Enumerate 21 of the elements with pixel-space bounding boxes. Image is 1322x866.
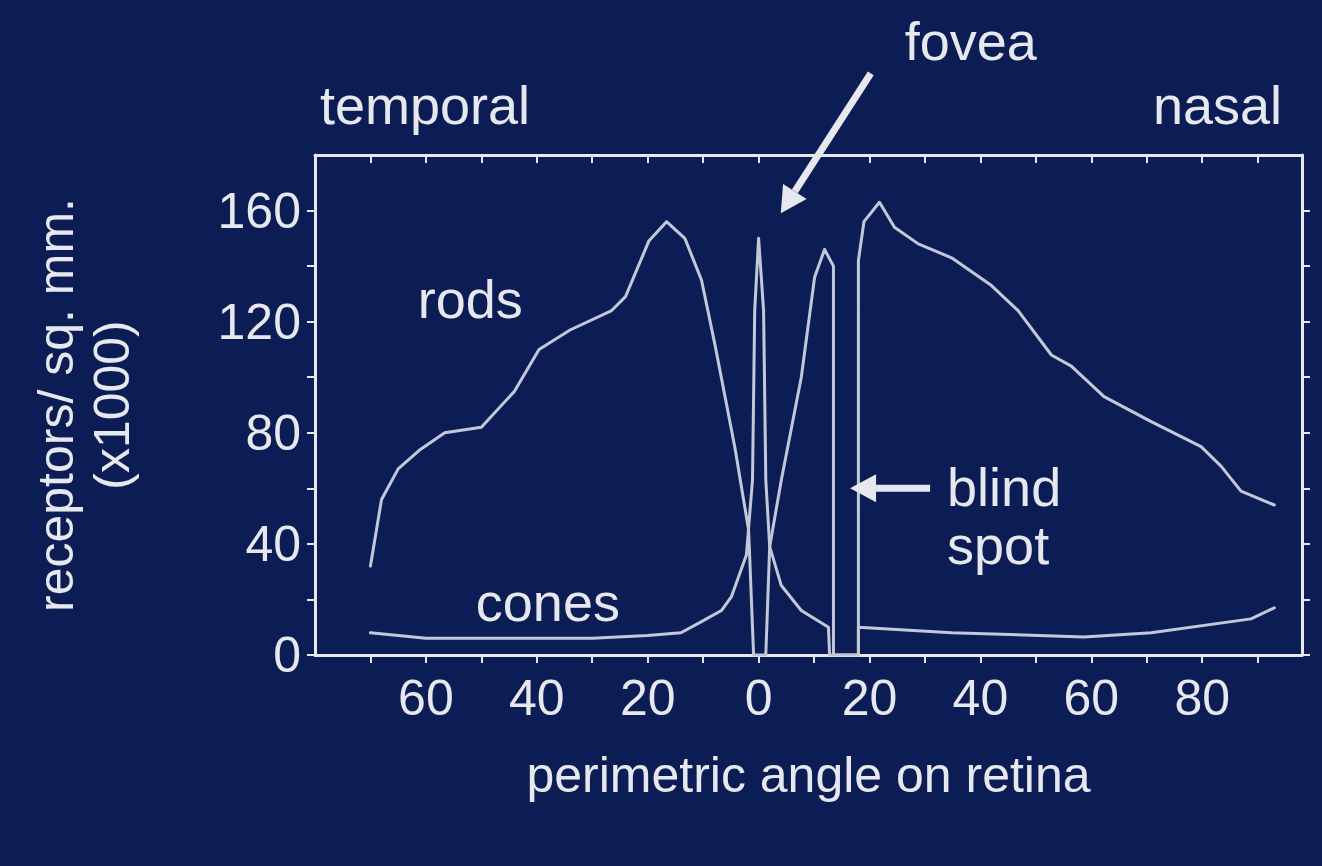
y-tick-label: 160 [217, 182, 301, 239]
x-tick-label: 60 [1063, 670, 1120, 726]
x-tick-label: 0 [744, 670, 773, 726]
series-label: cones [475, 572, 620, 633]
text: nasal [1152, 75, 1282, 135]
y-tick-label: 120 [217, 293, 301, 350]
x-tick-label: 40 [952, 670, 1009, 726]
text: fovea [904, 11, 1038, 72]
series-label: rods [417, 269, 523, 330]
text: temporal [320, 75, 531, 135]
x-tick-label: 20 [619, 670, 676, 726]
x-axis-title: perimetric angle on retina [526, 747, 1091, 803]
y-axis-title: receptors/ sq. mm. (x1000) [28, 198, 140, 612]
x-tick-label: 60 [398, 670, 454, 726]
x-tick-label: 20 [841, 670, 898, 726]
x-tick-label: 40 [508, 670, 565, 726]
x-tick-label: 80 [1174, 670, 1230, 726]
y-tick-label: 40 [245, 515, 301, 572]
y-tick-label: 0 [273, 627, 301, 683]
annotation: blind spot [947, 457, 1062, 576]
y-tick-label: 80 [245, 404, 301, 461]
